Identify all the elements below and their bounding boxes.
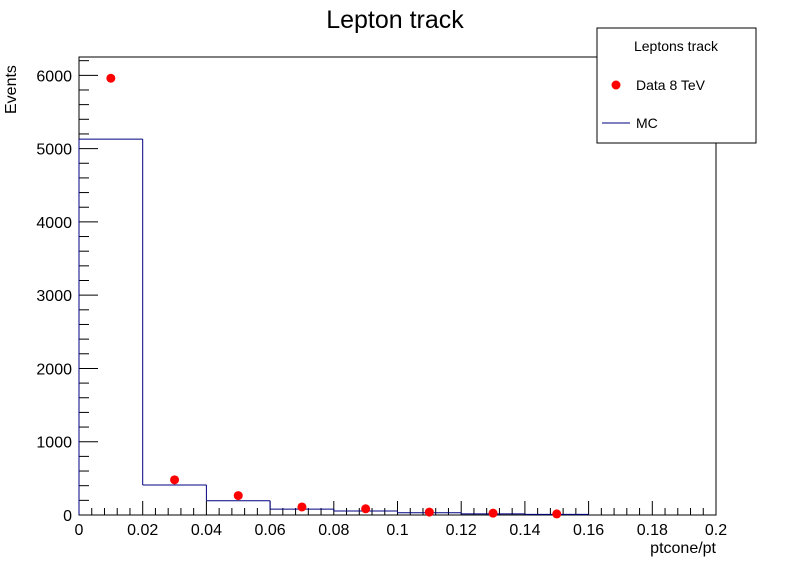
data-point <box>297 502 307 512</box>
x-axis-label: ptcone/pt <box>650 540 716 557</box>
chart-title: Lepton track <box>326 6 464 34</box>
legend-box <box>596 27 757 144</box>
x-tick-label: 0.04 <box>191 522 222 539</box>
y-tick-label: 2000 <box>36 361 72 378</box>
x-tick-label: 0.14 <box>509 522 540 539</box>
x-tick-label: 0 <box>75 522 84 539</box>
y-tick-label: 4000 <box>36 215 72 232</box>
legend-label-mc: MC <box>636 115 658 131</box>
y-tick-label: 1000 <box>36 435 72 452</box>
legend: Leptons track Data 8 TeV MC <box>596 27 757 144</box>
x-axis-ticks <box>78 501 717 515</box>
x-tick-label: 0.12 <box>446 522 477 539</box>
x-tick-label: 0.2 <box>705 522 727 539</box>
x-tick-label: 0.08 <box>318 522 349 539</box>
data-point <box>488 508 498 518</box>
data-point <box>106 73 116 83</box>
y-tick-label: 3000 <box>36 288 72 305</box>
data-point <box>552 509 562 519</box>
legend-marker-data <box>611 80 621 90</box>
x-tick-label: 0.18 <box>637 522 668 539</box>
mc-histogram-series <box>78 138 590 515</box>
legend-title: Leptons track <box>634 38 719 54</box>
x-tick-label: 0.02 <box>127 522 158 539</box>
x-tick-label: 0.16 <box>573 522 604 539</box>
data-point <box>233 491 243 501</box>
y-axis-tick-labels: 0 1000 2000 3000 4000 5000 6000 <box>36 68 72 525</box>
x-axis-tick-labels: 0 0.02 0.04 0.06 0.08 0.1 0.12 0.14 0.16 0.18 0.2 <box>75 522 728 539</box>
y-axis-label: Events <box>3 65 20 114</box>
y-tick-label: 5000 <box>36 142 72 159</box>
y-axis-ticks <box>79 60 98 516</box>
y-tick-label: 6000 <box>36 68 72 85</box>
legend-label-data: Data 8 TeV <box>636 77 706 93</box>
data-point <box>424 507 434 517</box>
data-point <box>170 475 180 485</box>
x-tick-label: 0.1 <box>386 522 408 539</box>
x-tick-label: 0.06 <box>255 522 286 539</box>
y-tick-label: 0 <box>63 508 72 525</box>
data-point <box>361 504 371 514</box>
data-points-series <box>106 73 562 519</box>
